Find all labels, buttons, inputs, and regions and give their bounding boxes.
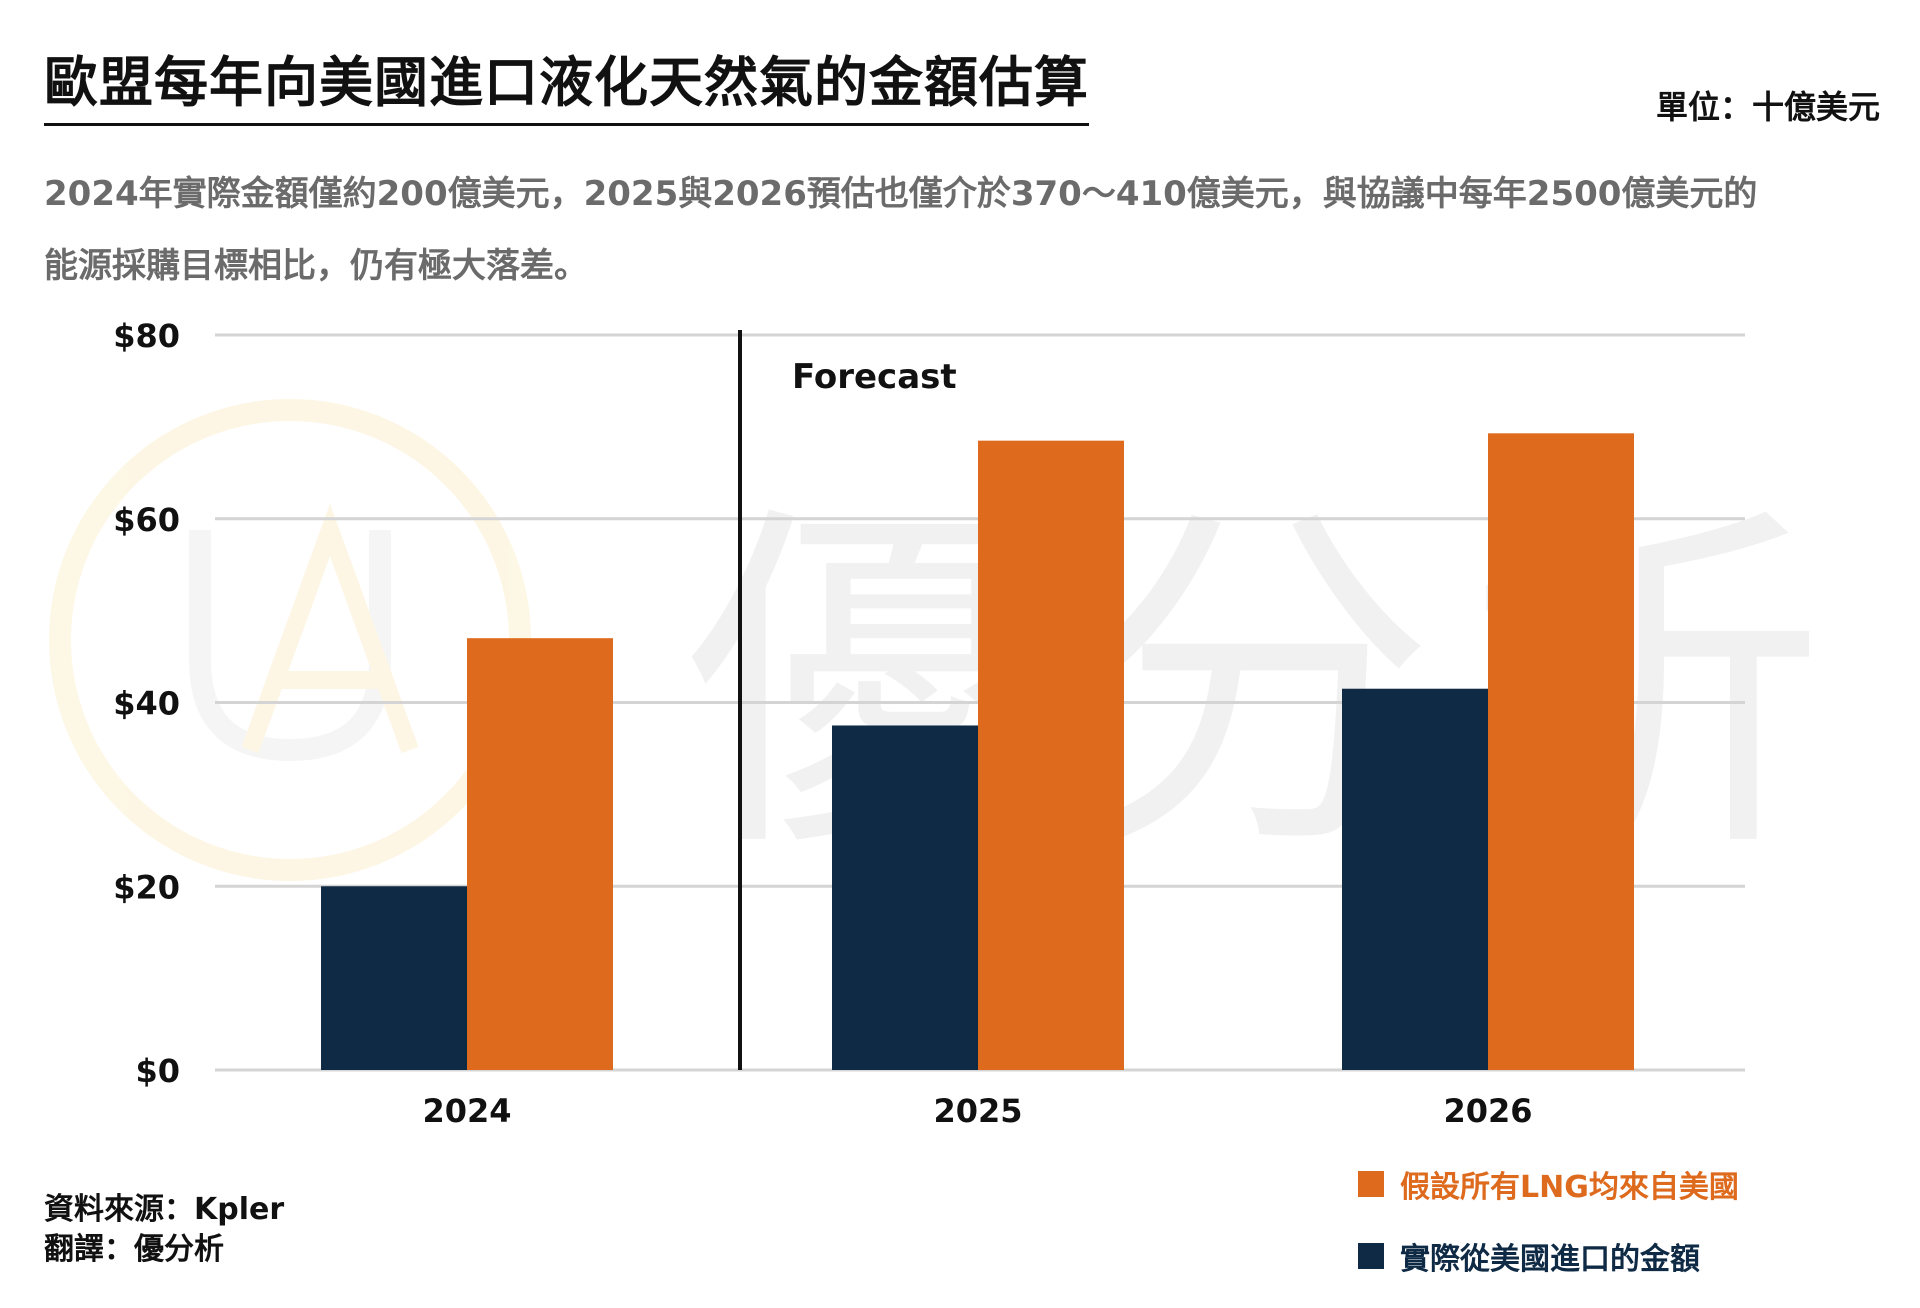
bar-chart: $0 $20 $40 $60 $80 2024 2025 2026 Forecast bbox=[113, 317, 1745, 1130]
legend-label-actual: 實際從美國進口的金額 bbox=[1400, 1242, 1700, 1277]
x-tick-label: 2026 bbox=[1443, 1092, 1532, 1130]
bar-assumed bbox=[978, 440, 1124, 1070]
legend-swatch-actual bbox=[1358, 1243, 1384, 1269]
source-note: 資料來源：Kpler 翻譯：優分析 bbox=[44, 1190, 284, 1270]
y-tick-label: $80 bbox=[113, 317, 180, 355]
bar-assumed bbox=[467, 638, 613, 1070]
y-tick-label: $60 bbox=[113, 501, 180, 539]
translation-text: 翻譯：優分析 bbox=[44, 1232, 224, 1267]
x-tick-label: 2025 bbox=[933, 1092, 1022, 1130]
unit-label: 單位：十億美元 bbox=[1655, 88, 1880, 126]
chart-title: 歐盟每年向美國進口液化天然氣的金額估算 bbox=[44, 38, 1089, 126]
bars bbox=[321, 433, 1634, 1070]
subtitle-line-2: 能源採購目標相比，仍有極大落差。 bbox=[44, 246, 588, 286]
legend-label-assumed: 假設所有LNG均來自美國 bbox=[1400, 1170, 1739, 1205]
bar-actual bbox=[832, 725, 978, 1070]
y-tick-label: $0 bbox=[135, 1052, 180, 1090]
legend-swatch-assumed bbox=[1358, 1171, 1384, 1197]
subtitle-line-1: 2024年實際金額僅約200億美元，2025與2026預估也僅介於370～410… bbox=[44, 174, 1758, 214]
bar-assumed bbox=[1488, 433, 1634, 1070]
x-axis: 2024 2025 2026 bbox=[422, 1092, 1532, 1130]
chart-subtitle: 2024年實際金額僅約200億美元，2025與2026預估也僅介於370～410… bbox=[44, 158, 1874, 302]
legend: 假設所有LNG均來自美國 實際從美國進口的金額 bbox=[1358, 1164, 1739, 1308]
legend-item-actual: 實際從美國進口的金額 bbox=[1358, 1236, 1739, 1277]
bar-actual bbox=[321, 886, 467, 1070]
y-tick-label: $40 bbox=[113, 685, 180, 723]
forecast-label: Forecast bbox=[792, 357, 957, 397]
source-text: 資料來源：Kpler bbox=[44, 1192, 285, 1227]
legend-item-assumed: 假設所有LNG均來自美國 bbox=[1358, 1164, 1739, 1205]
x-tick-label: 2024 bbox=[422, 1092, 511, 1130]
y-axis: $0 $20 $40 $60 $80 bbox=[113, 317, 180, 1090]
y-tick-label: $20 bbox=[113, 868, 180, 906]
bar-actual bbox=[1342, 688, 1488, 1070]
